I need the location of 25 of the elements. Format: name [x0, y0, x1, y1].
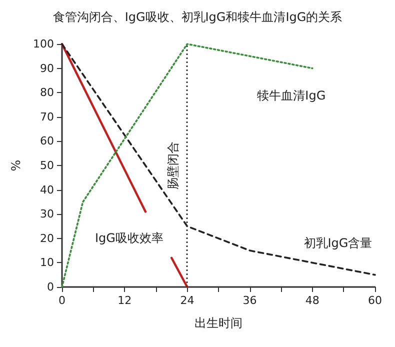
x-tick-label: 48: [305, 294, 320, 307]
y-tick-label: 20: [40, 232, 54, 245]
y-axis-title: %: [9, 160, 23, 172]
y-tick-label: 60: [40, 134, 54, 148]
y-tick-label: 30: [40, 208, 54, 221]
y-tick-label: 0: [47, 280, 54, 294]
y-tick-label: 90: [40, 62, 54, 75]
chart-title: 食管沟闭合、IgG吸收、初乳IgG和犊牛血清IgG的关系: [52, 10, 342, 24]
x-tick-label: 36: [242, 294, 257, 307]
series-label: IgG吸收效率: [94, 231, 164, 245]
x-tick-label: 0: [58, 294, 66, 307]
ref-line-label: 肠壁闭合: [166, 142, 180, 190]
series-label: 犊牛血清IgG: [257, 88, 326, 102]
x-axis-title: 出生时间: [194, 316, 242, 330]
y-tick-label: 80: [40, 86, 54, 100]
x-tick-label: 12: [118, 294, 132, 307]
x-tick-label: 60: [368, 294, 382, 307]
y-tick-label: 40: [40, 183, 54, 196]
y-tick-label: 100: [33, 38, 54, 50]
line-series: [61, 43, 376, 276]
x-tick-label: 24: [180, 294, 194, 307]
y-tick-label: 70: [40, 110, 54, 124]
y-tick-label: 10: [40, 256, 54, 270]
y-tick-label: 50: [40, 159, 54, 172]
series-label: 初乳IgG含量: [304, 236, 372, 250]
